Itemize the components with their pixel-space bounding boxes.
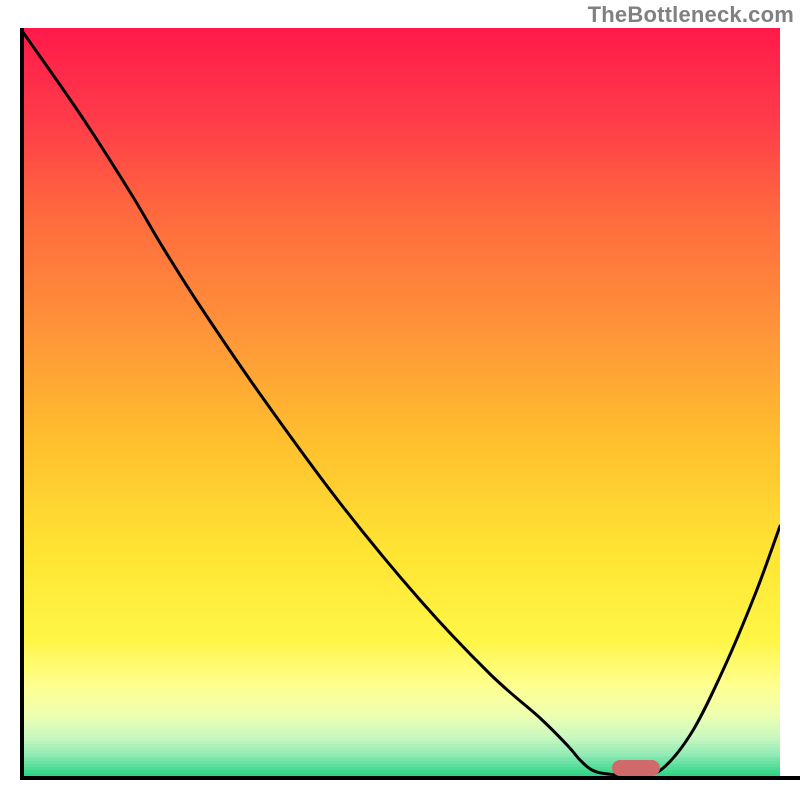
bottleneck-curve [20, 28, 780, 776]
x-axis [20, 776, 800, 780]
y-axis [20, 28, 24, 780]
watermark-text: TheBottleneck.com [588, 2, 794, 28]
optimal-marker [612, 760, 660, 776]
chart-container: TheBottleneck.com [0, 0, 800, 800]
